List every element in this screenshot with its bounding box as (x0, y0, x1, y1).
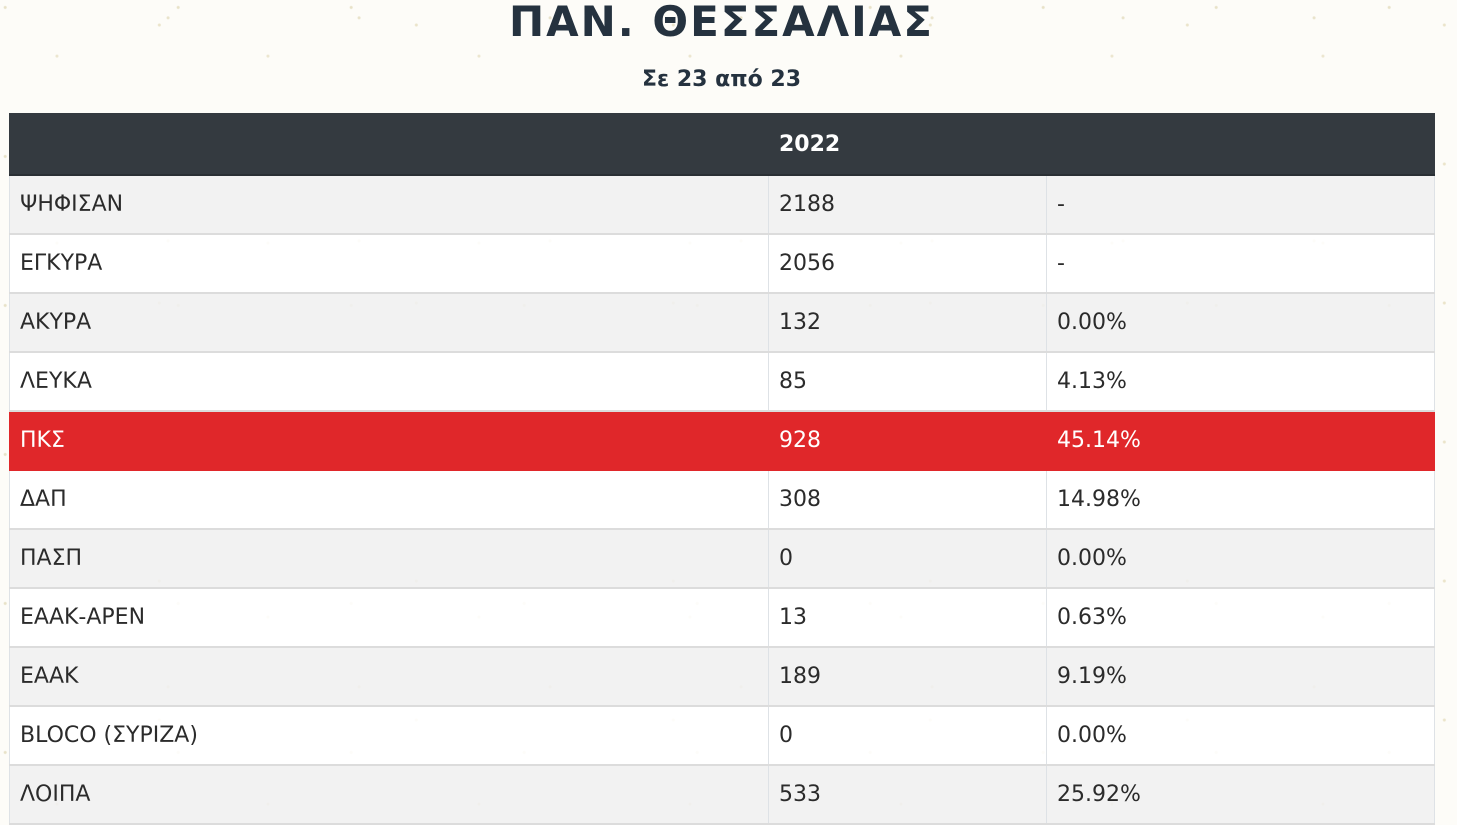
table-row-highlighted: ΠΚΣ 928 45.14% (9, 410, 1435, 471)
row-label: BLOCO (ΣΥΡΙΖΑ) (9, 705, 769, 766)
header-cell-label (9, 113, 769, 176)
row-percent: 25.92% (1046, 764, 1435, 825)
table-row: ΕΑΑΚ 189 9.19% (9, 646, 1435, 707)
table-row: BLOCO (ΣΥΡΙΖΑ) 0 0.00% (9, 705, 1435, 766)
row-label: ΕΑΑΚ-ΑΡΕΝ (9, 587, 769, 648)
row-votes: 2188 (768, 174, 1047, 235)
row-votes: 928 (768, 410, 1047, 471)
row-label: ΔΑΠ (9, 469, 769, 530)
row-label: ΠΚΣ (9, 410, 769, 471)
row-votes: 2056 (768, 233, 1047, 294)
table-row: ΕΓΚΥΡΑ 2056 - (9, 233, 1435, 294)
header-cell-year: 2022 (768, 113, 1047, 176)
row-label: ΠΑΣΠ (9, 528, 769, 589)
row-votes: 85 (768, 351, 1047, 412)
table-row: ΨΗΦΙΣΑΝ 2188 - (9, 174, 1435, 235)
row-votes: 533 (768, 764, 1047, 825)
row-label: ΕΓΚΥΡΑ (9, 233, 769, 294)
row-votes: 0 (768, 705, 1047, 766)
header-cell-percent (1046, 113, 1435, 176)
table-body: ΨΗΦΙΣΑΝ 2188 - ΕΓΚΥΡΑ 2056 - ΑΚΥΡΑ 132 0… (9, 174, 1435, 825)
results-counted-subtitle: Σε 23 από 23 (641, 67, 802, 92)
row-votes: 13 (768, 587, 1047, 648)
table-row: ΔΑΠ 308 14.98% (9, 469, 1435, 530)
row-label: ΨΗΦΙΣΑΝ (9, 174, 769, 235)
row-percent: 0.00% (1046, 528, 1435, 589)
row-votes: 189 (768, 646, 1047, 707)
row-percent: 9.19% (1046, 646, 1435, 707)
row-label: ΕΑΑΚ (9, 646, 769, 707)
table-row: ΛΟΙΠΑ 533 25.92% (9, 764, 1435, 825)
row-percent: 14.98% (1046, 469, 1435, 530)
row-votes: 308 (768, 469, 1047, 530)
table-row: ΛΕΥΚΑ 85 4.13% (9, 351, 1435, 412)
row-percent: 0.00% (1046, 705, 1435, 766)
table-row: ΑΚΥΡΑ 132 0.00% (9, 292, 1435, 353)
row-label: ΑΚΥΡΑ (9, 292, 769, 353)
row-percent: 4.13% (1046, 351, 1435, 412)
header-row: 2022 (9, 113, 1435, 176)
row-percent: 45.14% (1046, 410, 1435, 471)
row-label: ΛΕΥΚΑ (9, 351, 769, 412)
table-row: ΕΑΑΚ-ΑΡΕΝ 13 0.63% (9, 587, 1435, 648)
row-percent: 0.00% (1046, 292, 1435, 353)
row-percent: - (1046, 174, 1435, 235)
table-header: 2022 (9, 113, 1435, 176)
results-table: 2022 ΨΗΦΙΣΑΝ 2188 - ΕΓΚΥΡΑ 2056 - ΑΚΥΡΑ … (9, 113, 1435, 825)
table-row: ΠΑΣΠ 0 0.00% (9, 528, 1435, 589)
row-label: ΛΟΙΠΑ (9, 764, 769, 825)
row-percent: 0.63% (1046, 587, 1435, 648)
row-votes: 132 (768, 292, 1047, 353)
page-title: ΠΑΝ. ΘΕΣΣΑΛΙΑΣ (509, 0, 934, 46)
row-votes: 0 (768, 528, 1047, 589)
row-percent: - (1046, 233, 1435, 294)
